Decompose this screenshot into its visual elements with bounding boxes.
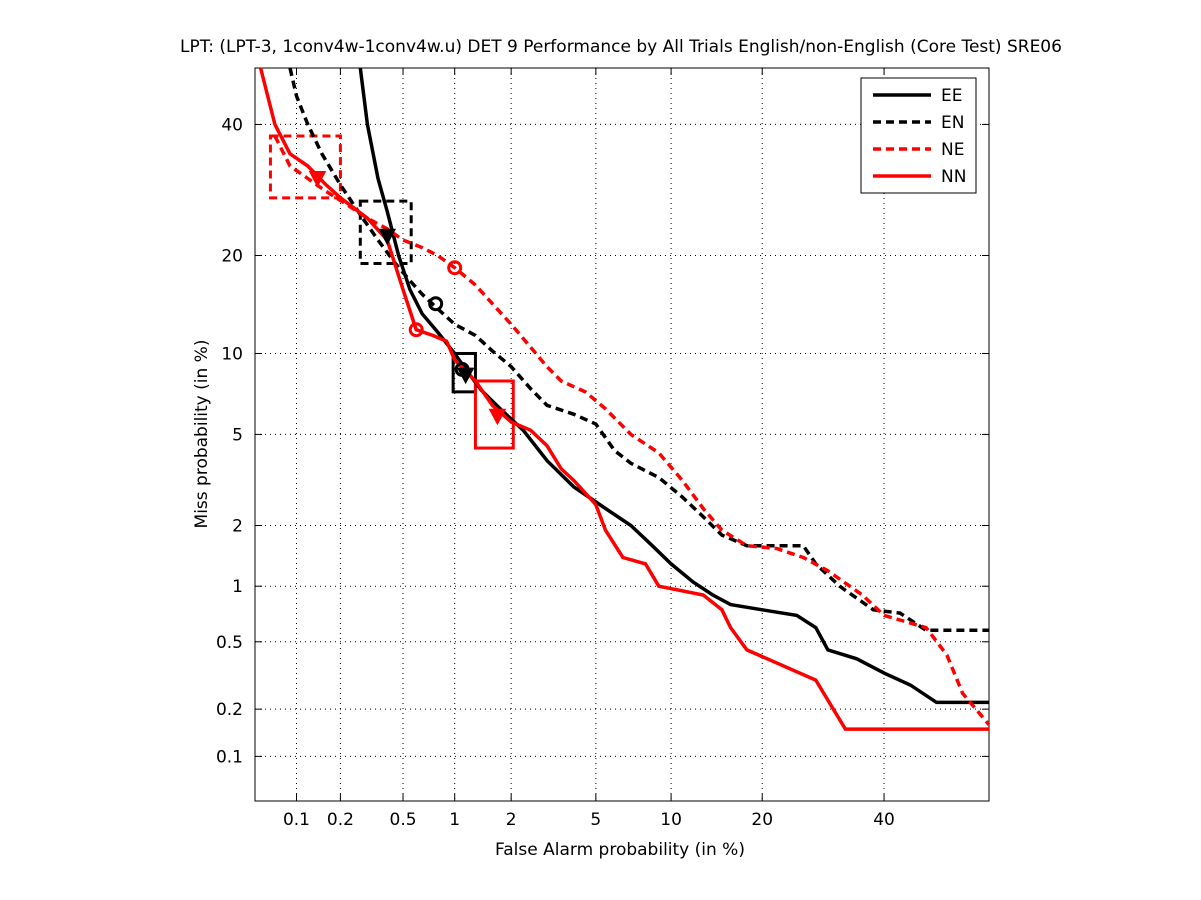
x-tick-label: 1	[449, 810, 460, 830]
axis-ticks: 0.1 0.2 0.5 1 2 5 10 20 40 0.1 0.2 0.5 1 2 5 10 20 40	[216, 68, 989, 830]
operating-point-markers	[308, 170, 507, 426]
x-tick-label: 40	[873, 810, 895, 830]
series-line-ne	[273, 135, 991, 726]
legend-label-nn: NN	[941, 167, 966, 187]
legend-label-ne: NE	[941, 140, 964, 160]
actual-dcf-marker-en	[378, 228, 397, 246]
y-tick-label: 40	[221, 115, 243, 135]
series-line-en	[288, 67, 989, 633]
chart-title: LPT: (LPT-3, 1conv4w-1conv4w.u) DET 9 Pe…	[180, 37, 1062, 57]
y-tick-label: 0.2	[216, 700, 243, 720]
legend-label-ee: EE	[941, 86, 962, 106]
legend: EE EN NE NN	[860, 77, 977, 194]
legend-box	[860, 77, 977, 194]
actual-dcf-marker-nn	[488, 408, 507, 426]
x-axis-label: False Alarm probability (in %)	[495, 840, 745, 860]
y-tick-label: 5	[232, 425, 243, 445]
x-tick-label: 0.5	[390, 810, 417, 830]
x-tick-label: 0.2	[327, 810, 354, 830]
confidence-boxes	[268, 134, 515, 450]
min-dcf-marker-ne	[447, 260, 463, 276]
y-tick-label: 20	[221, 246, 243, 266]
y-axis-label: Miss probability (in %)	[192, 340, 212, 529]
y-tick-label: 2	[232, 516, 243, 536]
confidence-box-nn	[473, 379, 515, 450]
min-dcf-marker-en	[428, 296, 444, 312]
x-tick-label: 10	[660, 810, 682, 830]
y-tick-label: 0.5	[216, 633, 243, 653]
confidence-box-ee	[451, 351, 477, 394]
y-tick-label: 10	[221, 344, 243, 364]
grid-lines	[255, 68, 989, 801]
min-dcf-marker-ee	[454, 361, 470, 377]
series-line-ee	[358, 67, 989, 705]
x-tick-label: 20	[751, 810, 773, 830]
y-tick-label: 0.1	[216, 747, 243, 767]
series-line-nn	[258, 67, 989, 731]
x-tick-label: 0.1	[283, 810, 310, 830]
min-dcf-marker-nn	[408, 322, 424, 338]
x-tick-label: 5	[590, 810, 601, 830]
confidence-box-en	[358, 199, 413, 266]
x-tick-label: 2	[506, 810, 517, 830]
det-curves	[258, 67, 991, 731]
legend-label-en: EN	[941, 113, 964, 133]
y-tick-label: 1	[232, 577, 243, 597]
actual-dcf-marker-ne	[308, 170, 327, 188]
